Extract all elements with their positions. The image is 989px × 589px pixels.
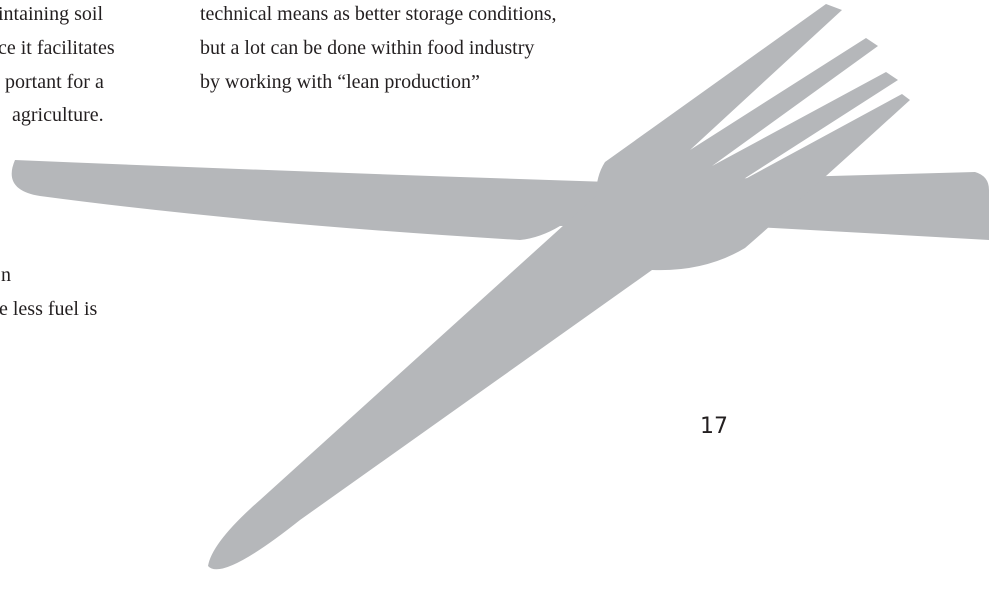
right-column: technical means as better storage condit… (200, 3, 557, 93)
text-line: technical means as better storage condit… (200, 3, 557, 25)
document-page: intaining soil ce it facilitates portant… (0, 0, 989, 589)
text-line: but a lot can be done within food indust… (200, 37, 534, 59)
text-line: portant for a (5, 71, 104, 93)
knife-illustration (12, 160, 989, 240)
text-line: ce it facilitates (0, 37, 115, 59)
text-line: by working with “lean production” (200, 71, 480, 93)
text-line: agriculture. (12, 104, 104, 126)
text-line: n (1, 264, 11, 286)
text-line: intaining soil (0, 3, 103, 25)
page: intaining soil ce it facilitates portant… (0, 0, 989, 589)
page-number: 17 (700, 414, 728, 439)
text-line: e less fuel is (0, 298, 98, 320)
